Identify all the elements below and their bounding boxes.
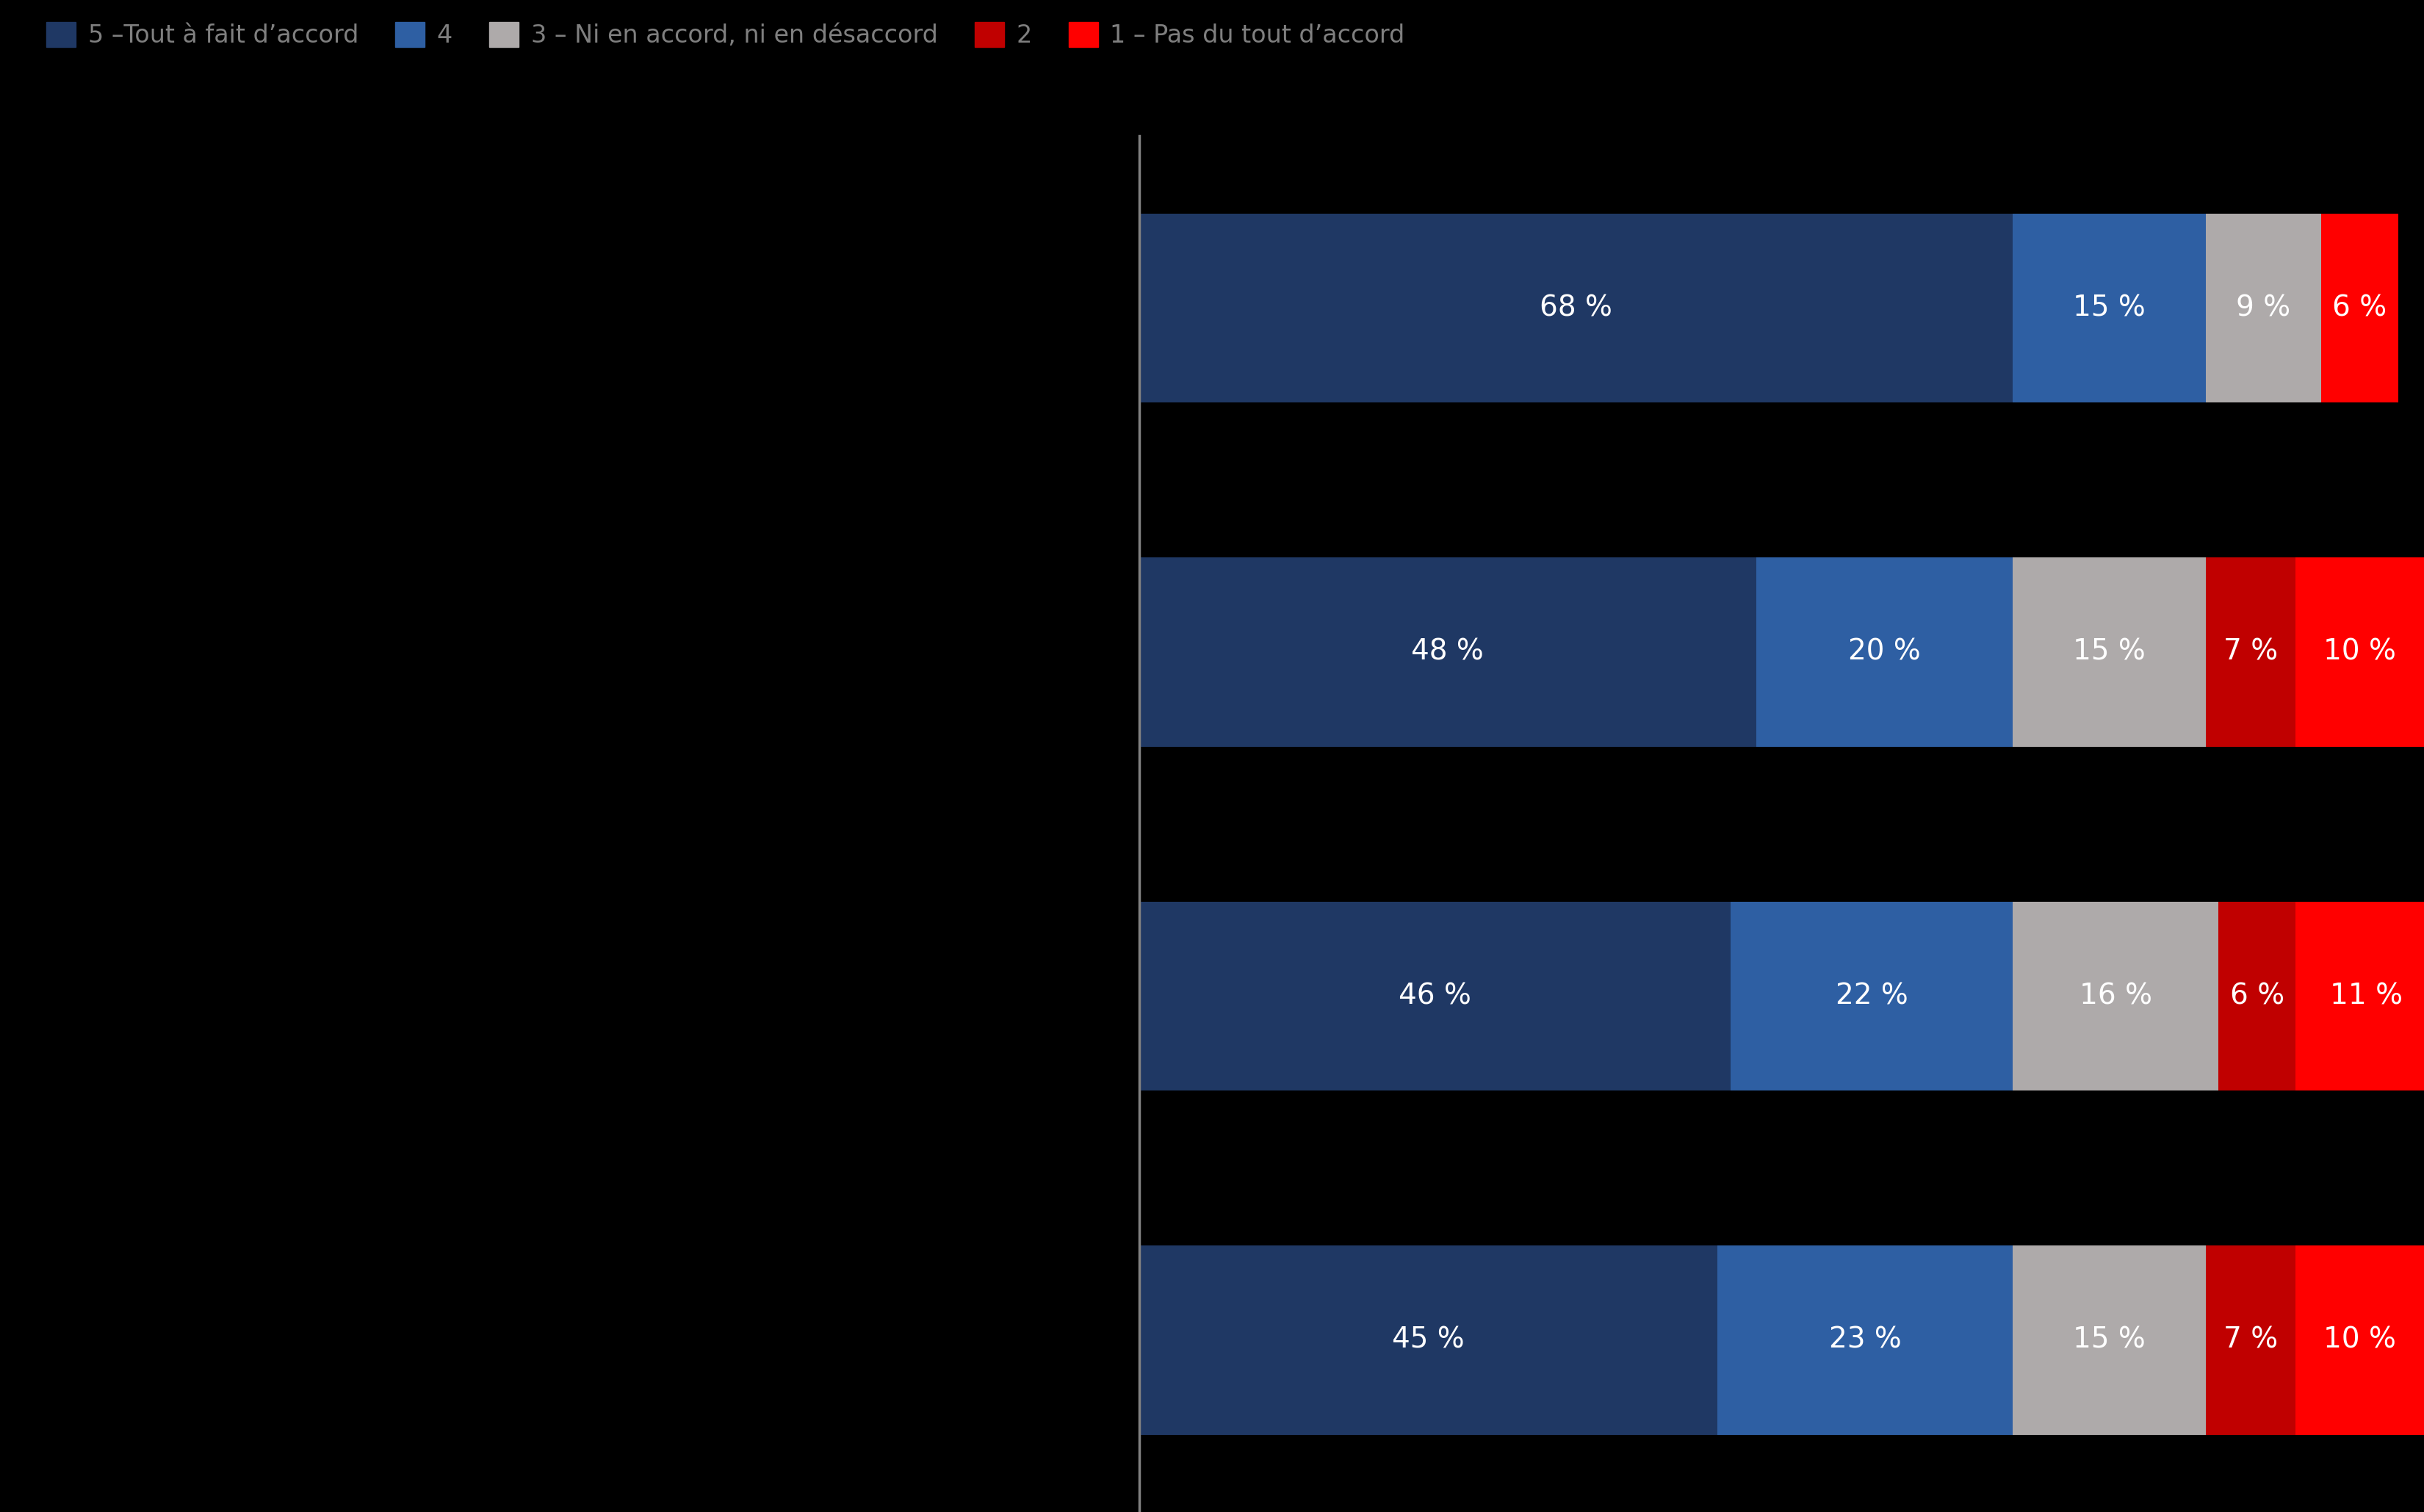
Bar: [2296, 1246, 2424, 1435]
Text: 20 %: 20 %: [1847, 638, 1920, 665]
Bar: [2218, 901, 2296, 1090]
Bar: [2012, 1246, 2206, 1435]
Bar: [2012, 901, 2218, 1090]
Text: 10 %: 10 %: [2325, 638, 2395, 665]
Text: 23 %: 23 %: [1828, 1326, 1900, 1353]
Bar: [1716, 1246, 2012, 1435]
Text: 9 %: 9 %: [2237, 295, 2291, 322]
Bar: [2296, 558, 2424, 747]
Bar: [1139, 901, 1731, 1090]
Text: 15 %: 15 %: [2073, 295, 2145, 322]
Text: 6 %: 6 %: [2230, 983, 2283, 1010]
Text: 16 %: 16 %: [2080, 983, 2153, 1010]
Legend: 5 –Tout à fait d’accord, 4, 3 – Ni en accord, ni en désaccord, 2, 1 – Pas du tou: 5 –Tout à fait d’accord, 4, 3 – Ni en ac…: [36, 12, 1416, 57]
Text: 7 %: 7 %: [2223, 1326, 2279, 1353]
Text: 10 %: 10 %: [2325, 1326, 2395, 1353]
Text: 11 %: 11 %: [2329, 983, 2402, 1010]
Bar: [1755, 558, 2012, 747]
Bar: [1731, 901, 2012, 1090]
Text: 7 %: 7 %: [2223, 638, 2279, 665]
Text: 6 %: 6 %: [2332, 295, 2388, 322]
Bar: [2012, 213, 2206, 402]
Bar: [1139, 213, 2012, 402]
Bar: [2322, 213, 2397, 402]
Bar: [2206, 558, 2296, 747]
Bar: [2012, 558, 2206, 747]
Bar: [2206, 213, 2322, 402]
Bar: [1139, 1246, 1716, 1435]
Text: 45 %: 45 %: [1391, 1326, 1464, 1353]
Text: 22 %: 22 %: [1835, 983, 1908, 1010]
Text: 68 %: 68 %: [1539, 295, 1612, 322]
Text: 15 %: 15 %: [2073, 638, 2145, 665]
Bar: [2206, 1246, 2296, 1435]
Text: 46 %: 46 %: [1399, 983, 1471, 1010]
Text: 15 %: 15 %: [2073, 1326, 2145, 1353]
Bar: [2296, 901, 2424, 1090]
Text: 48 %: 48 %: [1411, 638, 1483, 665]
Bar: [1139, 558, 1755, 747]
